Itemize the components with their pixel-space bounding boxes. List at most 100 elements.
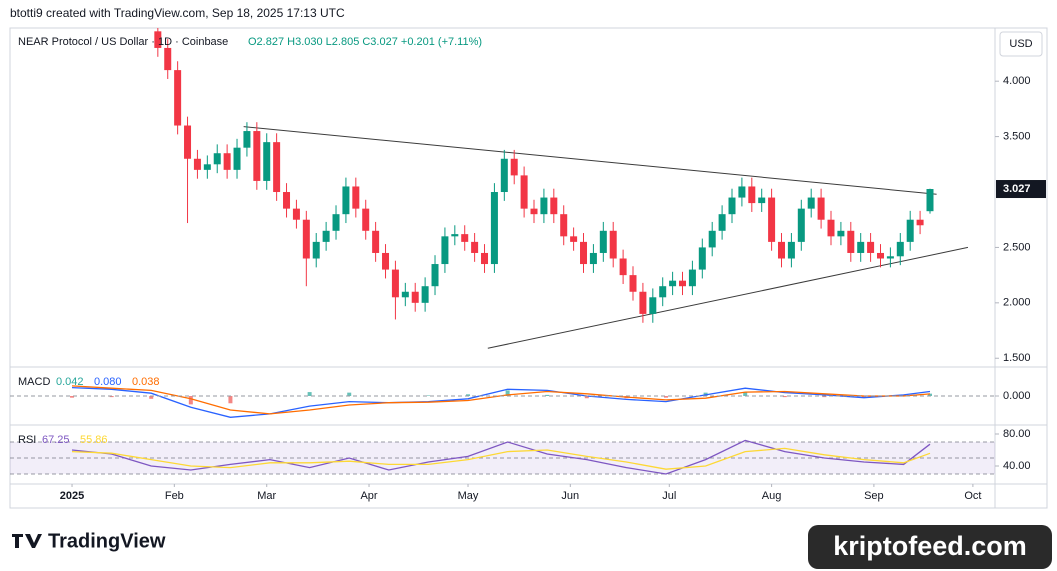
legend-value: 0.042 [56, 376, 84, 388]
candle-body [698, 247, 706, 270]
candle-body [550, 197, 558, 215]
candle-body [243, 131, 251, 148]
y-tick-label: 80.00 [1003, 428, 1031, 440]
candle-body [629, 275, 637, 292]
histogram-bar [70, 396, 75, 398]
currency-box[interactable] [999, 31, 1043, 57]
histogram-bar [664, 396, 669, 398]
candle-body [876, 252, 884, 259]
candle-body [213, 153, 221, 165]
histogram-bar [861, 396, 866, 398]
y-tick-label: 40.00 [1003, 460, 1031, 472]
candle-body [184, 125, 192, 159]
x-tick-label: Apr [360, 490, 377, 502]
candle-body [253, 131, 261, 181]
trendline [243, 126, 937, 195]
candle-body [827, 219, 835, 237]
candle-body [886, 256, 894, 259]
currency[interactable]: USD [1009, 38, 1032, 50]
price-tag [996, 180, 1046, 199]
legend-value: 0.038 [132, 376, 160, 388]
candle-body [510, 158, 518, 176]
logo-icon [12, 534, 42, 548]
x-tick-label: Jul [662, 490, 676, 502]
histogram-bar [584, 396, 589, 399]
candle-body [867, 241, 875, 253]
y-tick-label: 0.000 [1003, 390, 1031, 402]
frame [9, 27, 1048, 509]
candle-body [718, 214, 726, 231]
indicator-title: RSI [18, 434, 36, 446]
candle-body [332, 214, 340, 231]
candle-body [639, 291, 647, 314]
candle-body [728, 197, 736, 215]
histogram-bar [109, 396, 114, 398]
candle-body [401, 291, 409, 298]
candle-body [471, 241, 479, 253]
credit: btotti9 created with TradingView.com, Se… [10, 6, 345, 20]
candle-body [926, 189, 934, 212]
x-tick-label: Aug [762, 490, 782, 502]
candle-body [619, 258, 627, 276]
candle-body [164, 47, 172, 71]
candle-body [778, 241, 786, 259]
histogram-bar [149, 396, 154, 399]
candle-body [679, 280, 687, 287]
candle-body [500, 158, 508, 193]
candle-body [540, 197, 548, 215]
candle-body [193, 158, 201, 170]
candle-body [817, 197, 825, 220]
candle-body [599, 230, 607, 253]
candle-body [906, 219, 914, 242]
candle-body [649, 297, 657, 314]
indicator-title: MACD [18, 376, 50, 388]
candle-body [382, 252, 390, 270]
candle-body [807, 197, 815, 209]
candle-body [530, 208, 538, 215]
candle-body [312, 241, 320, 259]
candle-body [322, 230, 330, 242]
watermark-box [808, 525, 1052, 569]
candle-body [787, 241, 795, 259]
macd-line [71, 386, 931, 418]
x-tick-label: Sep [864, 490, 884, 502]
candle-body [263, 142, 271, 181]
candle-body [391, 269, 399, 298]
candle-body [589, 252, 597, 265]
footer: TradingView kriptofeed.com [12, 525, 1052, 569]
legend-value: 55.86 [80, 434, 108, 446]
candle-body [847, 230, 855, 253]
candle-body [302, 219, 310, 259]
candle-body [490, 192, 498, 265]
rsi-line [71, 447, 931, 470]
histogram-bar [228, 396, 233, 404]
candle-body [154, 31, 162, 48]
candle-body [688, 269, 696, 287]
x-tick-label: May [458, 490, 479, 502]
candle-body [451, 234, 459, 237]
candle-body [758, 197, 766, 204]
histogram-bar [347, 392, 352, 396]
candle-body [461, 234, 469, 242]
y-tick-label: 2.000 [1003, 297, 1031, 309]
candle-body [292, 208, 300, 220]
watermark: kriptofeed.com [833, 531, 1027, 561]
candle-body [342, 186, 350, 215]
histogram-bar [927, 393, 932, 396]
candle-body [431, 264, 439, 287]
candle-body [669, 280, 677, 287]
histogram-bar [743, 392, 748, 396]
histogram-bar [545, 394, 550, 396]
histogram-bar [822, 396, 827, 398]
candle-body [421, 286, 429, 303]
histogram-bar [505, 390, 510, 396]
histogram-bar [188, 396, 193, 405]
y-tick-label: 3.500 [1003, 131, 1031, 143]
rsi-line [71, 439, 931, 475]
candle-body [768, 197, 776, 242]
histogram-bar [307, 392, 312, 396]
logo: TradingView [48, 530, 166, 552]
x-tick-label: Oct [964, 490, 981, 502]
candle-body [273, 142, 281, 193]
